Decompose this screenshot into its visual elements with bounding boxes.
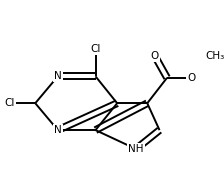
Text: O: O [187, 73, 196, 83]
Text: N: N [54, 71, 62, 81]
Text: CH₃: CH₃ [205, 51, 224, 61]
Text: Cl: Cl [90, 44, 101, 54]
Text: N: N [54, 125, 62, 135]
Text: O: O [151, 51, 159, 61]
Text: NH: NH [128, 144, 144, 154]
Text: Cl: Cl [5, 98, 15, 108]
